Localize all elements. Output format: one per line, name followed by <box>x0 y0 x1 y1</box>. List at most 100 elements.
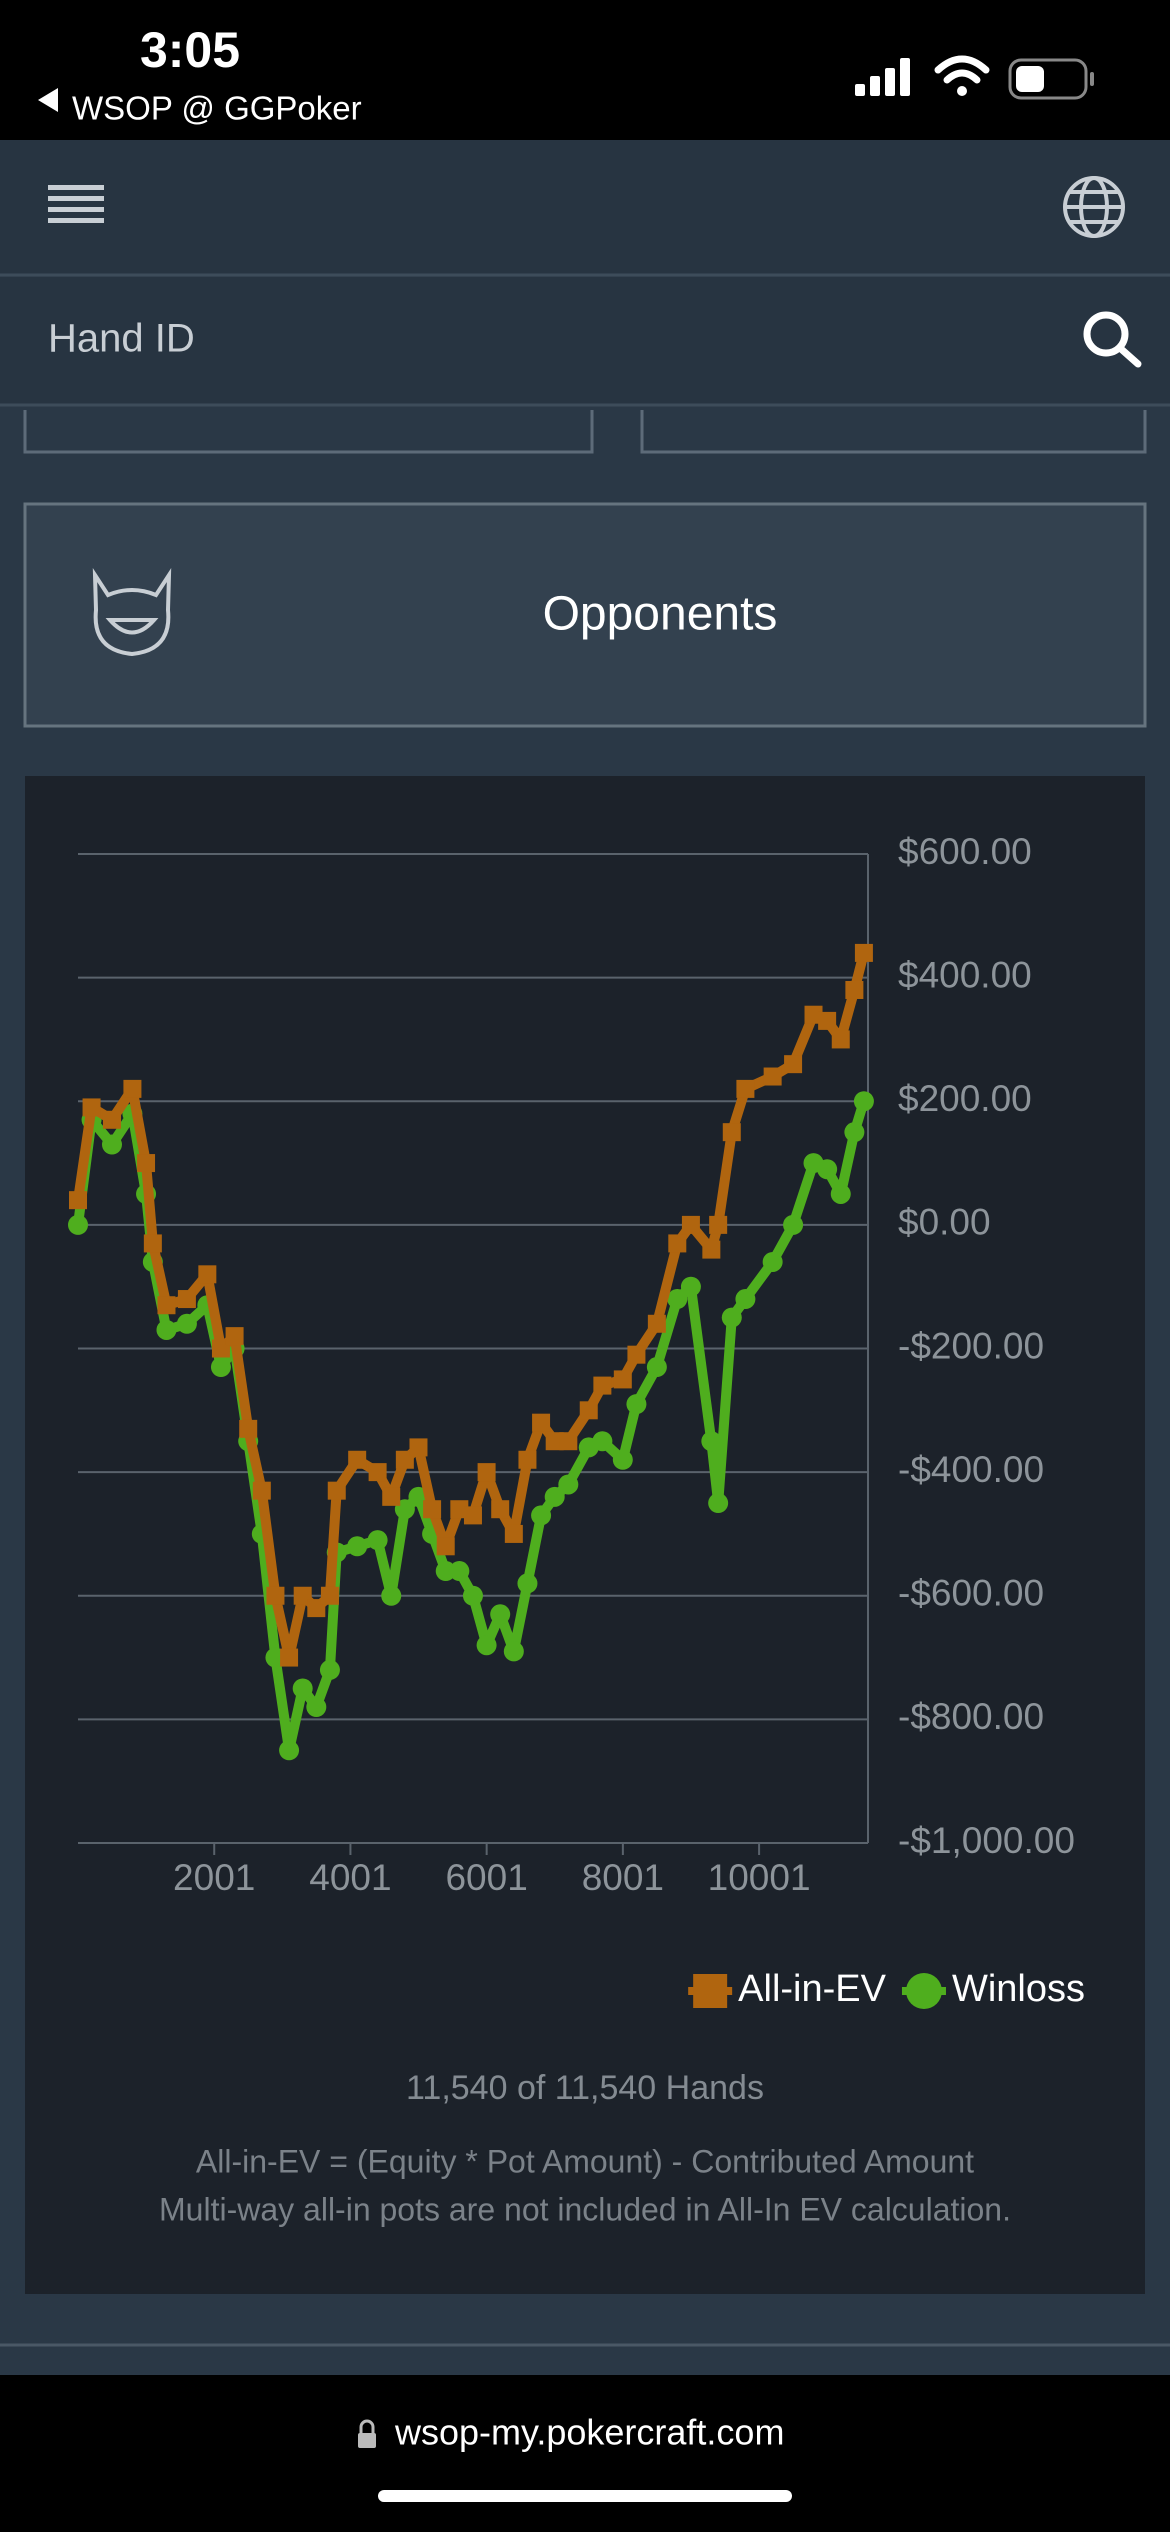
point <box>102 1110 121 1129</box>
chart-panel <box>25 776 1145 2294</box>
point <box>156 1319 177 1340</box>
point <box>668 1234 687 1253</box>
back-arrow[interactable] <box>38 88 58 112</box>
globe-icon[interactable] <box>1063 176 1125 238</box>
legend-label: All-in-EV <box>738 1968 886 2010</box>
point <box>783 1214 804 1235</box>
point <box>518 1450 537 1469</box>
point <box>627 1345 646 1364</box>
note: Multi-way all-in pots are not included i… <box>159 2191 1011 2227</box>
point <box>423 1500 442 1519</box>
search-bar[interactable] <box>0 277 1170 405</box>
point <box>252 1481 271 1500</box>
back-app[interactable]: WSOP @ GGPoker <box>72 90 362 127</box>
point <box>143 1234 162 1253</box>
opponents-icon <box>92 567 172 657</box>
search-icon[interactable] <box>1083 311 1142 368</box>
point <box>225 1327 244 1346</box>
battery-level <box>1016 66 1044 92</box>
opponents-button[interactable] <box>23 502 1147 728</box>
tab-box[interactable] <box>23 410 594 454</box>
point <box>708 1493 729 1514</box>
point <box>210 1357 231 1378</box>
point <box>721 1307 742 1328</box>
point <box>198 1265 217 1284</box>
point <box>320 1586 339 1605</box>
point <box>381 1585 402 1606</box>
point <box>558 1474 579 1495</box>
x-tick-label: 2001 <box>173 1857 255 1898</box>
point <box>559 1432 578 1451</box>
status-bar <box>0 0 1170 140</box>
point <box>319 1659 340 1680</box>
point <box>763 1067 782 1086</box>
point <box>266 1586 285 1605</box>
browser-bar <box>0 2375 1170 2532</box>
point <box>613 1370 632 1389</box>
point <box>626 1394 647 1415</box>
point <box>592 1431 613 1452</box>
point <box>762 1251 783 1272</box>
point <box>367 1530 388 1551</box>
y-tick-label: -$1,000.00 <box>898 1820 1075 1861</box>
point <box>157 1296 176 1315</box>
y-tick-label: $400.00 <box>898 954 1032 995</box>
point <box>101 1134 122 1155</box>
tab-box[interactable] <box>640 410 1147 454</box>
point <box>845 980 864 999</box>
point <box>177 1290 196 1309</box>
point <box>176 1313 197 1334</box>
point <box>450 1500 469 1519</box>
point <box>853 1091 874 1112</box>
y-tick-label: $200.00 <box>898 1078 1032 1119</box>
point <box>239 1419 258 1438</box>
home-indicator <box>378 2490 792 2502</box>
point <box>449 1561 470 1582</box>
url: wsop-my.pokercraft.com <box>394 2412 784 2453</box>
y-tick-label: -$600.00 <box>898 1573 1044 1614</box>
point <box>348 1450 367 1469</box>
x-tick-label: 8001 <box>582 1857 664 1898</box>
x-tick-label: 10001 <box>708 1857 811 1898</box>
legend-label: Winloss <box>952 1968 1085 2010</box>
point <box>844 1122 865 1143</box>
point <box>831 1030 850 1049</box>
legend-swatch <box>693 1974 728 2008</box>
signal-icon <box>855 58 910 96</box>
y-tick-label: $600.00 <box>898 831 1032 872</box>
point <box>818 1011 837 1030</box>
search-placeholder[interactable]: Hand ID <box>48 317 195 361</box>
menu-icon[interactable] <box>48 185 104 223</box>
point <box>368 1463 387 1482</box>
point <box>735 1289 756 1310</box>
opponents-label[interactable]: Opponents <box>543 588 778 641</box>
point <box>804 1005 823 1024</box>
point <box>293 1586 312 1605</box>
point <box>503 1641 524 1662</box>
point <box>517 1573 538 1594</box>
clock: 3:05 <box>140 22 240 78</box>
point <box>123 1079 142 1098</box>
point <box>702 1240 721 1259</box>
x-tick-label: 6001 <box>445 1857 527 1898</box>
point <box>476 1635 497 1656</box>
point <box>544 1486 565 1507</box>
point <box>463 1506 482 1525</box>
x-tick-label: 4001 <box>309 1857 391 1898</box>
point <box>347 1536 368 1557</box>
point <box>327 1481 346 1500</box>
point <box>436 1537 455 1556</box>
y-tick-label: $0.00 <box>898 1202 991 1243</box>
point <box>490 1604 511 1625</box>
point <box>612 1449 633 1470</box>
point <box>395 1450 414 1469</box>
point <box>784 1055 803 1074</box>
point <box>854 943 873 962</box>
nav-bar <box>0 140 1170 275</box>
point <box>709 1215 728 1234</box>
point <box>504 1524 523 1543</box>
point <box>646 1357 667 1378</box>
point <box>292 1678 313 1699</box>
point <box>532 1413 551 1432</box>
